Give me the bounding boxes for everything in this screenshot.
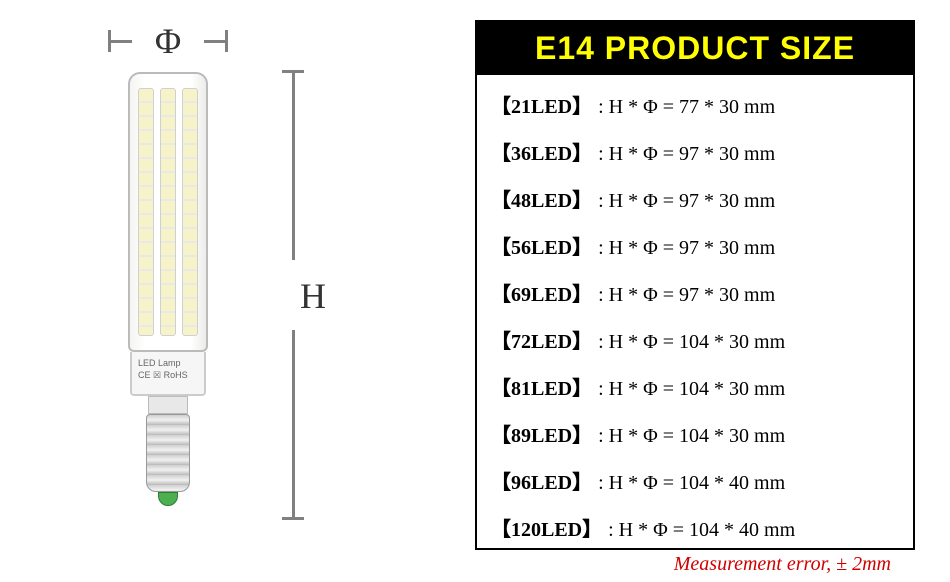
size-row: 【89LED】 : H * Φ = 104 * 30 mm [491,410,899,457]
size-row: 【120LED】 : H * Φ = 104 * 40 mm [491,504,899,551]
dimension-value: : H * Φ = 104 * 30 mm [598,425,785,448]
led-column [160,88,176,336]
led-column [182,88,198,336]
led-count-label: 【36LED】 [491,137,592,166]
led-count-label: 【48LED】 [491,184,592,213]
led-count-label: 【120LED】 [491,513,602,542]
dimension-value: : H * Φ = 97 * 30 mm [598,284,775,307]
led-column [138,88,154,336]
dimension-value: : H * Φ = 104 * 40 mm [608,519,795,542]
measurement-error-note: Measurement error, ± 2mm [477,553,913,582]
h-symbol: H [300,275,326,317]
led-count-label: 【89LED】 [491,419,592,448]
led-count-label: 【72LED】 [491,325,592,354]
product-size-infographic: Φ H LED Lamp CE ☒ RoHS [0,0,950,572]
bulb-label-line1: LED Lamp [138,358,198,370]
dimension-value: : H * Φ = 104 * 30 mm [598,331,785,354]
size-row: 【81LED】 : H * Φ = 104 * 30 mm [491,363,899,410]
h-line-top [292,70,295,260]
size-row: 【48LED】 : H * Φ = 97 * 30 mm [491,175,899,222]
h-tick-bottom [282,517,304,520]
phi-tick-right [225,30,228,52]
bulb-e14-screw-base [146,414,190,492]
led-count-label: 【21LED】 [491,90,592,119]
dimension-value: : H * Φ = 97 * 30 mm [598,237,775,260]
bulb-led-housing [128,72,208,352]
led-count-label: 【56LED】 [491,231,592,260]
bulb-contact-tip [158,492,178,506]
led-strips [138,88,198,336]
size-row: 【21LED】 : H * Φ = 77 * 30 mm [491,81,899,128]
led-count-label: 【81LED】 [491,372,592,401]
dimension-value: : H * Φ = 104 * 30 mm [598,378,785,401]
bulb-certification-label: LED Lamp CE ☒ RoHS [130,352,206,396]
size-table-body: 【21LED】 : H * Φ = 77 * 30 mm 【36LED】 : H… [477,75,913,553]
led-count-label: 【96LED】 [491,466,592,495]
h-line-bottom [292,330,295,520]
size-table: E14 PRODUCT SIZE 【21LED】 : H * Φ = 77 * … [475,20,915,550]
led-bulb-illustration: LED Lamp CE ☒ RoHS [128,72,208,520]
size-row: 【56LED】 : H * Φ = 97 * 30 mm [491,222,899,269]
size-row: 【72LED】 : H * Φ = 104 * 30 mm [491,316,899,363]
bulb-neck [148,396,188,414]
dimension-value: : H * Φ = 77 * 30 mm [598,96,775,119]
bulb-diagram-panel: Φ H LED Lamp CE ☒ RoHS [0,0,440,572]
size-row: 【96LED】 : H * Φ = 104 * 40 mm [491,457,899,504]
dimension-value: : H * Φ = 97 * 30 mm [598,143,775,166]
size-table-header: E14 PRODUCT SIZE [477,22,913,75]
bulb-label-line2: CE ☒ RoHS [138,370,198,382]
dimension-value: : H * Φ = 104 * 40 mm [598,472,785,495]
phi-dimension-indicator: Φ [108,28,228,58]
size-row: 【69LED】 : H * Φ = 97 * 30 mm [491,269,899,316]
led-count-label: 【69LED】 [491,278,592,307]
dimension-value: : H * Φ = 97 * 30 mm [598,190,775,213]
size-row: 【36LED】 : H * Φ = 97 * 30 mm [491,128,899,175]
